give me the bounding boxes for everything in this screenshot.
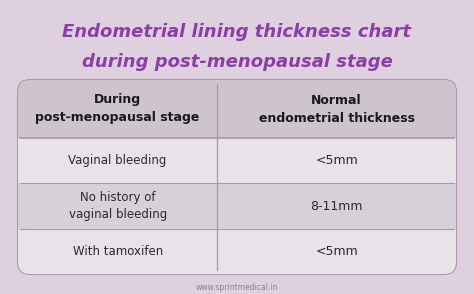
Bar	[18, 229, 456, 241]
Text: <5mm: <5mm	[315, 245, 358, 258]
Text: 8-11mm: 8-11mm	[310, 200, 363, 213]
FancyBboxPatch shape	[18, 80, 456, 274]
FancyBboxPatch shape	[18, 80, 456, 138]
Text: No history of
vaginal bleeding: No history of vaginal bleeding	[69, 191, 167, 221]
Bar	[18, 126, 456, 138]
Text: Endometrial lining thickness chart: Endometrial lining thickness chart	[63, 23, 411, 41]
Text: Vaginal bleeding: Vaginal bleeding	[68, 154, 167, 167]
Bar	[18, 138, 456, 183]
Text: With tamoxifen: With tamoxifen	[73, 245, 163, 258]
Text: During
post-menopausal stage: During post-menopausal stage	[36, 93, 200, 124]
Bar	[18, 183, 456, 229]
FancyBboxPatch shape	[18, 229, 456, 274]
Text: during post-menopausal stage: during post-menopausal stage	[82, 53, 392, 71]
Text: www.sprintmedical.in: www.sprintmedical.in	[196, 283, 278, 291]
Text: Normal
endometrial thickness: Normal endometrial thickness	[259, 93, 415, 124]
Text: <5mm: <5mm	[315, 154, 358, 167]
